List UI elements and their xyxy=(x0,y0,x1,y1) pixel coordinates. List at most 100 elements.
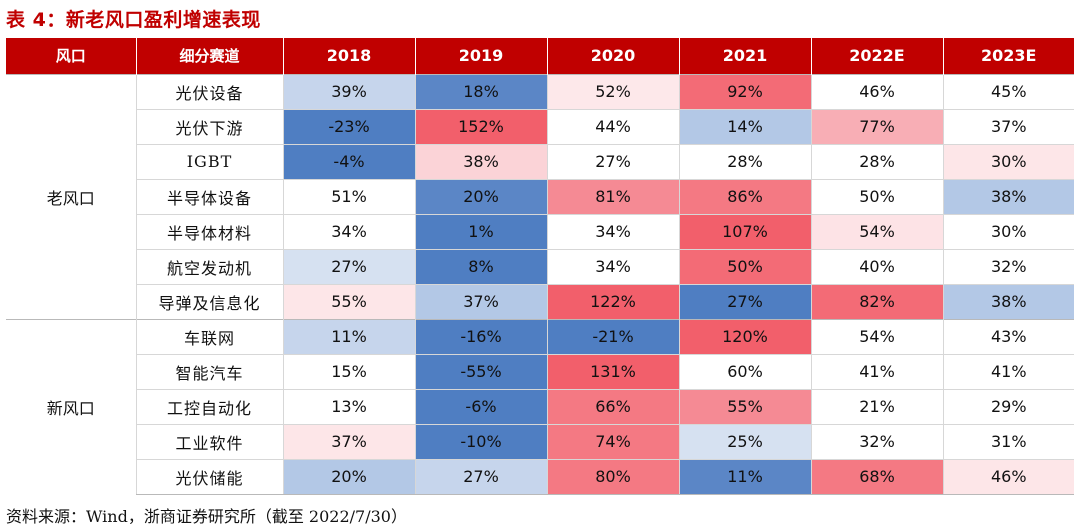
value-cell: 37% xyxy=(942,108,1074,144)
value-cell: 11% xyxy=(282,318,415,354)
value-cell: 20% xyxy=(414,178,547,214)
value-cell: 107% xyxy=(678,213,811,249)
header-cell: 2018 xyxy=(282,38,415,74)
source-note: 资料来源：Wind，浙商证券研究所（截至 2022/7/30） xyxy=(6,507,407,526)
sector-label: 光伏下游 xyxy=(135,108,283,144)
sector-label: 工业软件 xyxy=(135,423,283,459)
header-cell: 细分赛道 xyxy=(135,38,283,74)
value-cell: 40% xyxy=(810,248,943,284)
value-cell: 34% xyxy=(282,213,415,249)
value-cell: 29% xyxy=(942,388,1074,424)
value-cell: 45% xyxy=(942,73,1074,109)
value-cell: 122% xyxy=(546,283,679,319)
sector-label: 半导体材料 xyxy=(135,213,283,249)
header-cell: 2021 xyxy=(678,38,811,74)
header-cell: 2019 xyxy=(414,38,547,74)
table-body: 老风口 光伏设备 39% 18% 52% 92% 46% 45% 光伏下游 -23% 152% 44%… xyxy=(6,73,1074,495)
header-cell: 2020 xyxy=(546,38,679,74)
value-cell: 27% xyxy=(678,283,811,319)
value-cell: -6% xyxy=(414,388,547,424)
sector-label: 车联网 xyxy=(135,318,283,354)
value-cell: 30% xyxy=(942,143,1074,179)
table-row: 智能汽车 15% -55% 131% 60% 41% 41% xyxy=(6,353,1074,389)
table-row: 光伏储能 20% 27% 80% 11% 68% 46% xyxy=(6,458,1074,495)
value-cell: 39% xyxy=(282,73,415,109)
value-cell: 50% xyxy=(810,178,943,214)
value-cell: 32% xyxy=(810,423,943,459)
value-cell: 46% xyxy=(942,458,1074,495)
table-row: 老风口 光伏设备 39% 18% 52% 92% 46% 45% xyxy=(6,73,1074,319)
value-cell: -4% xyxy=(282,143,415,179)
value-cell: 25% xyxy=(678,423,811,459)
value-cell: 28% xyxy=(678,143,811,179)
table-row: 半导体材料 34% 1% 34% 107% 54% 30% xyxy=(6,213,1074,249)
sector-label: 光伏储能 xyxy=(135,458,283,495)
value-cell: 44% xyxy=(546,108,679,144)
value-cell: 51% xyxy=(282,178,415,214)
value-cell: 46% xyxy=(810,73,943,109)
value-cell: 34% xyxy=(546,213,679,249)
group-label: 老风口 xyxy=(6,73,136,319)
value-cell: -55% xyxy=(414,353,547,389)
value-cell: 8% xyxy=(414,248,547,284)
sector-label: 工控自动化 xyxy=(135,388,283,424)
sector-label: 半导体设备 xyxy=(135,178,283,214)
group-label: 新风口 xyxy=(6,318,136,494)
sector-label: 导弹及信息化 xyxy=(135,283,283,319)
value-cell: 54% xyxy=(810,318,943,354)
value-cell: 14% xyxy=(678,108,811,144)
value-cell: 37% xyxy=(414,283,547,319)
value-cell: 21% xyxy=(810,388,943,424)
value-cell: 30% xyxy=(942,213,1074,249)
value-cell: 50% xyxy=(678,248,811,284)
table-row: 半导体设备 51% 20% 81% 86% 50% 38% xyxy=(6,178,1074,214)
value-cell: 38% xyxy=(414,143,547,179)
table-row: 航空发动机 27% 8% 34% 50% 40% 32% xyxy=(6,248,1074,284)
value-cell: -16% xyxy=(414,318,547,354)
profit-growth-table: 风口 细分赛道 2018 2019 2020 2021 2022E 2023E … xyxy=(6,38,1074,495)
value-cell: 15% xyxy=(282,353,415,389)
value-cell: 34% xyxy=(546,248,679,284)
value-cell: 38% xyxy=(942,283,1074,319)
value-cell: 74% xyxy=(546,423,679,459)
value-cell: 68% xyxy=(810,458,943,495)
value-cell: 52% xyxy=(546,73,679,109)
table-row: IGBT -4% 38% 27% 28% 28% 30% xyxy=(6,143,1074,179)
value-cell: 1% xyxy=(414,213,547,249)
value-cell: 66% xyxy=(546,388,679,424)
value-cell: 20% xyxy=(282,458,415,495)
sector-label: 光伏设备 xyxy=(135,73,283,109)
header-cell: 风口 xyxy=(6,38,136,74)
table-row: 工控自动化 13% -6% 66% 55% 21% 29% xyxy=(6,388,1074,424)
value-cell: 41% xyxy=(942,353,1074,389)
value-cell: 60% xyxy=(678,353,811,389)
header-cell: 2023E xyxy=(942,38,1074,74)
value-cell: 54% xyxy=(810,213,943,249)
table-row: 导弹及信息化 55% 37% 122% 27% 82% 38% xyxy=(6,283,1074,319)
value-cell: 27% xyxy=(282,248,415,284)
table-row: 工业软件 37% -10% 74% 25% 32% 31% xyxy=(6,423,1074,459)
value-cell: 28% xyxy=(810,143,943,179)
value-cell: 43% xyxy=(942,318,1074,354)
value-cell: 55% xyxy=(282,283,415,319)
value-cell: 38% xyxy=(942,178,1074,214)
table-row: 新风口 车联网 11% -16% -21% 120% 54% 43% xyxy=(6,318,1074,494)
value-cell: 152% xyxy=(414,108,547,144)
sector-label: 航空发动机 xyxy=(135,248,283,284)
sector-label: IGBT xyxy=(135,143,283,179)
value-cell: 82% xyxy=(810,283,943,319)
value-cell: 80% xyxy=(546,458,679,495)
value-cell: 120% xyxy=(678,318,811,354)
table-title: 表 4：新老风口盈利增速表现 xyxy=(6,9,261,31)
value-cell: 55% xyxy=(678,388,811,424)
value-cell: 13% xyxy=(282,388,415,424)
value-cell: 11% xyxy=(678,458,811,495)
value-cell: 18% xyxy=(414,73,547,109)
value-cell: 37% xyxy=(282,423,415,459)
value-cell: 27% xyxy=(546,143,679,179)
header-cell: 2022E xyxy=(810,38,943,74)
value-cell: 86% xyxy=(678,178,811,214)
value-cell: 41% xyxy=(810,353,943,389)
value-cell: 81% xyxy=(546,178,679,214)
value-cell: -21% xyxy=(546,318,679,354)
